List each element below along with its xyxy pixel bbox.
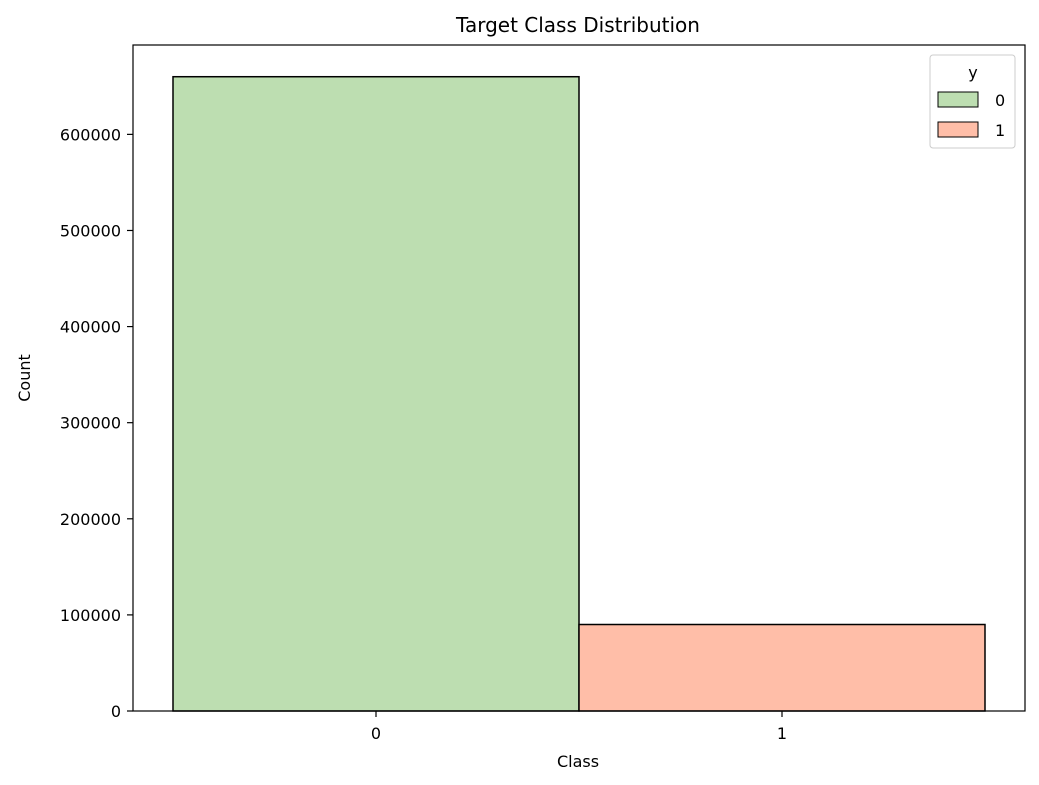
- y-tick-label: 200000: [60, 510, 121, 529]
- x-tick-label: 1: [777, 724, 787, 743]
- y-tick-label: 400000: [60, 318, 121, 337]
- y-tick-label: 100000: [60, 606, 121, 625]
- legend-title: y: [968, 63, 977, 82]
- legend-label-1: 1: [995, 121, 1005, 140]
- bars-group: [172, 75, 986, 712]
- x-axis-label: Class: [557, 752, 599, 771]
- y-tick-label: 600000: [60, 125, 121, 144]
- bar-class-0: [172, 75, 580, 712]
- chart-title: Target Class Distribution: [455, 13, 700, 37]
- plot-frame: [132, 44, 1026, 712]
- y-tick-label: 300000: [60, 414, 121, 433]
- legend: y 0 1: [929, 54, 1016, 149]
- y-tick-label: 500000: [60, 221, 121, 240]
- bar-class-1: [578, 623, 986, 712]
- y-tick-label: 0: [111, 702, 121, 721]
- legend-swatch-1: [937, 121, 979, 138]
- y-axis-ticks: 0 100000 200000 300000 400000 500000 600000: [60, 125, 133, 721]
- y-axis-label: Count: [15, 354, 34, 402]
- legend-swatch-0: [937, 91, 979, 108]
- x-tick-label: 0: [371, 724, 381, 743]
- legend-label-0: 0: [995, 91, 1005, 110]
